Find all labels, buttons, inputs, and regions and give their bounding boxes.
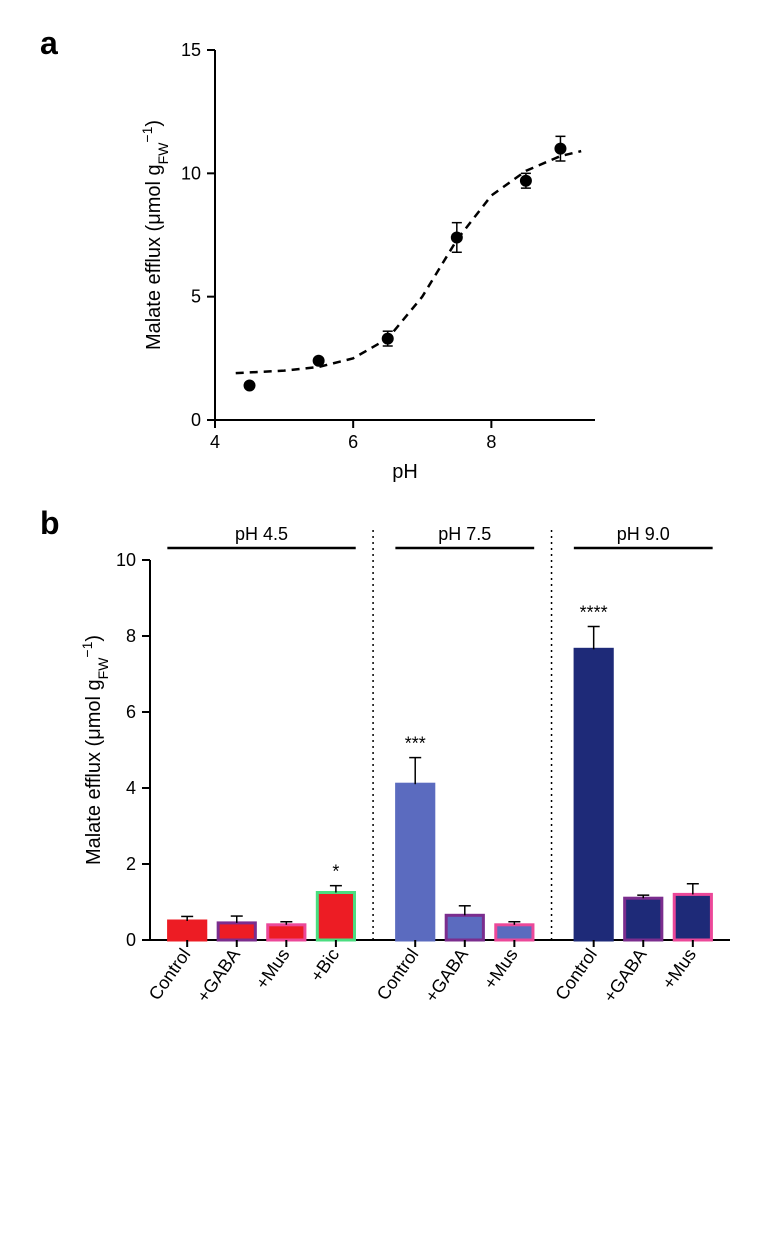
svg-text:0: 0 bbox=[126, 930, 136, 950]
svg-text:Malate efflux (μmol gFW−1): Malate efflux (μmol gFW−1) bbox=[79, 635, 111, 865]
svg-text:10: 10 bbox=[181, 163, 201, 183]
svg-text:0: 0 bbox=[191, 410, 201, 430]
svg-text:15: 15 bbox=[181, 40, 201, 60]
svg-text:10: 10 bbox=[116, 550, 136, 570]
svg-text:4: 4 bbox=[126, 778, 136, 798]
svg-text:+Mus: +Mus bbox=[252, 945, 294, 993]
chart-a: 0 5 10 15 4 6 8 pH Malate efflux (μmol gFW−1) bbox=[130, 30, 630, 480]
svg-text:Control: Control bbox=[373, 945, 423, 1004]
svg-text:+GABA: +GABA bbox=[421, 945, 472, 1006]
svg-text:8: 8 bbox=[126, 626, 136, 646]
svg-text:2: 2 bbox=[126, 854, 136, 874]
svg-text:pH 9.0: pH 9.0 bbox=[617, 524, 670, 544]
panel-a: a 051015468pHMalate efflux (μmol gFW−1) bbox=[40, 30, 741, 480]
svg-text:+Mus: +Mus bbox=[658, 945, 700, 993]
svg-text:5: 5 bbox=[191, 287, 201, 307]
chart-a-svg: 0 5 10 15 4 6 8 pH Malate efflux (μmol gFW−1) bbox=[130, 30, 630, 500]
svg-text:6: 6 bbox=[348, 432, 358, 452]
svg-text:pH 7.5: pH 7.5 bbox=[438, 524, 491, 544]
svg-text:****: **** bbox=[580, 603, 608, 623]
svg-text:*: * bbox=[332, 862, 339, 882]
svg-text:pH: pH bbox=[392, 461, 418, 483]
chart-b: 0 2 4 6 8 10 Malate efflux (μmol gFW−1) Control… bbox=[70, 510, 750, 1070]
svg-text:pH 4.5: pH 4.5 bbox=[235, 524, 288, 544]
svg-text:Control: Control bbox=[145, 945, 195, 1004]
chart-b-svg: 0 2 4 6 8 10 Malate efflux (μmol gFW−1) Control… bbox=[70, 510, 750, 1070]
panel-a-label: a bbox=[40, 25, 58, 62]
svg-text:4: 4 bbox=[210, 432, 220, 452]
svg-text:***: *** bbox=[405, 734, 426, 754]
svg-text:Control: Control bbox=[551, 945, 601, 1004]
svg-text:+Mus: +Mus bbox=[480, 945, 522, 993]
svg-text:6: 6 bbox=[126, 702, 136, 722]
svg-text:8: 8 bbox=[486, 432, 496, 452]
svg-text:+Bic: +Bic bbox=[306, 945, 343, 986]
panel-b: b 0246810Malate efflux (μmol gFW−1)Contr… bbox=[40, 510, 741, 1070]
svg-text:+GABA: +GABA bbox=[193, 945, 244, 1006]
svg-text:Malate efflux (μmol gFW−1): Malate efflux (μmol gFW−1) bbox=[139, 120, 171, 350]
panel-b-label: b bbox=[40, 505, 60, 542]
svg-text:+GABA: +GABA bbox=[599, 945, 650, 1006]
